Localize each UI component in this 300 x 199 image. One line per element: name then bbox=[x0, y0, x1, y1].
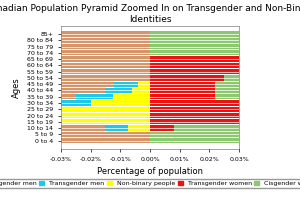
Bar bbox=[61, 113, 150, 118]
Bar bbox=[0, 119, 150, 124]
Bar bbox=[0, 107, 150, 112]
Bar bbox=[105, 88, 150, 93]
Bar bbox=[150, 119, 239, 124]
Bar bbox=[76, 94, 150, 99]
Bar bbox=[150, 107, 269, 112]
Bar bbox=[150, 44, 239, 49]
Bar bbox=[61, 69, 150, 74]
Bar bbox=[150, 138, 239, 143]
Bar bbox=[150, 75, 239, 81]
Bar bbox=[61, 88, 150, 93]
Bar bbox=[150, 113, 269, 118]
Bar bbox=[150, 107, 239, 112]
Bar bbox=[150, 88, 215, 93]
Y-axis label: Ages: Ages bbox=[12, 77, 21, 98]
Bar bbox=[150, 132, 239, 137]
Bar bbox=[61, 125, 150, 131]
Bar bbox=[61, 44, 150, 49]
X-axis label: Percentage of population: Percentage of population bbox=[97, 167, 203, 176]
Bar bbox=[150, 119, 239, 124]
Bar bbox=[138, 82, 150, 87]
Bar bbox=[150, 31, 239, 37]
Bar bbox=[150, 69, 239, 74]
Title: Canadian Population Pyramid Zoomed In on Transgender and Non-Binary
Identities: Canadian Population Pyramid Zoomed In on… bbox=[0, 4, 300, 23]
Bar bbox=[150, 100, 239, 106]
Legend: Cisgender men, Transgender men, Non-binary people, Transgender women, Cisgender : Cisgender men, Transgender men, Non-bina… bbox=[0, 179, 300, 188]
Bar bbox=[150, 82, 239, 87]
Bar bbox=[61, 119, 150, 124]
Bar bbox=[61, 75, 150, 81]
Bar bbox=[61, 63, 150, 68]
Bar bbox=[31, 113, 150, 118]
Bar bbox=[61, 50, 150, 56]
Bar bbox=[150, 107, 254, 112]
Bar bbox=[61, 107, 150, 112]
Bar bbox=[61, 100, 150, 106]
Bar bbox=[0, 113, 150, 118]
Bar bbox=[150, 113, 300, 118]
Bar bbox=[61, 94, 150, 99]
Bar bbox=[61, 138, 150, 143]
Bar bbox=[150, 100, 209, 106]
Bar bbox=[150, 113, 239, 118]
Bar bbox=[150, 75, 224, 81]
Bar bbox=[150, 69, 254, 74]
Bar bbox=[150, 94, 187, 99]
Bar bbox=[91, 100, 150, 106]
Bar bbox=[150, 94, 239, 99]
Bar bbox=[61, 100, 150, 106]
Bar bbox=[61, 132, 150, 137]
Bar bbox=[150, 56, 239, 62]
Bar bbox=[150, 88, 239, 93]
Bar bbox=[150, 125, 174, 131]
Bar bbox=[61, 56, 150, 62]
Bar bbox=[46, 107, 150, 112]
Bar bbox=[105, 125, 150, 131]
Bar bbox=[128, 125, 150, 131]
Bar bbox=[150, 125, 239, 131]
Bar bbox=[150, 82, 162, 87]
Bar bbox=[113, 94, 150, 99]
Bar bbox=[150, 100, 239, 106]
Bar bbox=[114, 82, 150, 87]
Bar bbox=[150, 50, 239, 56]
Bar bbox=[61, 82, 150, 87]
Bar bbox=[150, 38, 239, 43]
Bar bbox=[61, 31, 150, 37]
Bar bbox=[61, 38, 150, 43]
Bar bbox=[150, 88, 168, 93]
Bar bbox=[150, 63, 269, 68]
Bar bbox=[61, 119, 150, 124]
Bar bbox=[150, 94, 215, 99]
Bar bbox=[150, 56, 269, 62]
Bar bbox=[150, 119, 239, 124]
Bar bbox=[150, 125, 172, 131]
Bar bbox=[150, 82, 215, 87]
Bar bbox=[150, 63, 239, 68]
Bar bbox=[132, 88, 150, 93]
